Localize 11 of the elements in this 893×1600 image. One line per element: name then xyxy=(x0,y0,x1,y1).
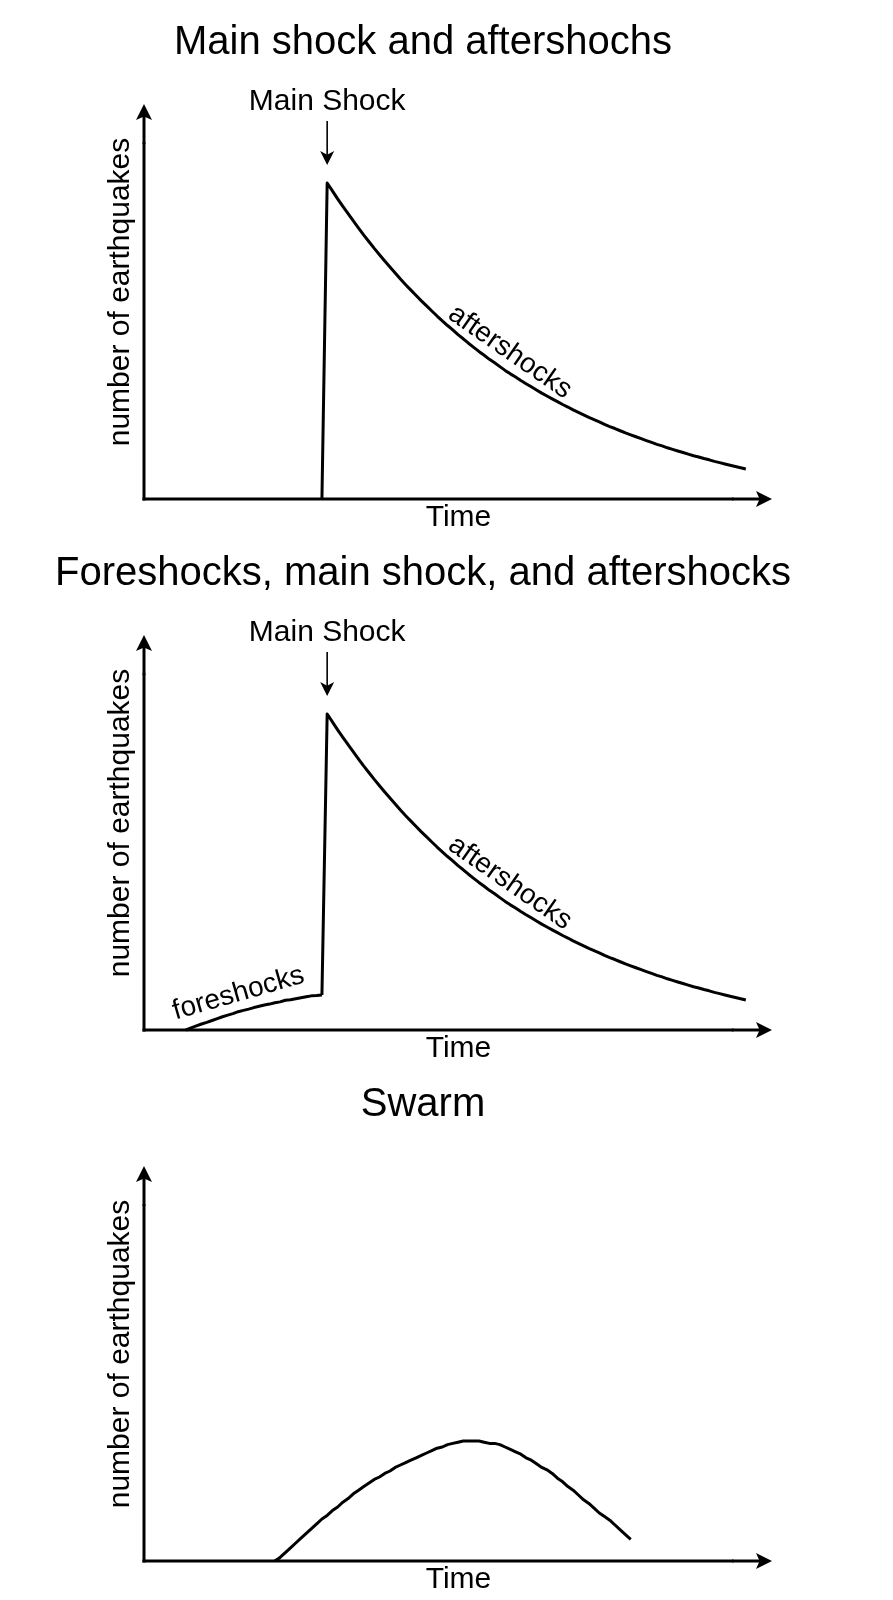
annotation: Main Shock xyxy=(248,614,407,647)
y-axis-title: number of earthquakes xyxy=(101,668,135,978)
y-axis-title: number of earthquakes xyxy=(101,137,135,447)
chart-title: Main shock and aftershochs xyxy=(173,18,673,62)
x-axis-title: Time xyxy=(425,498,492,532)
chart-title: Swarm xyxy=(360,1080,486,1124)
x-axis-title: Time xyxy=(425,1560,492,1594)
annotation: Main Shock xyxy=(248,83,407,116)
x-axis-title: Time xyxy=(425,1029,492,1063)
y-axis-title: number of earthquakes xyxy=(101,1199,135,1509)
chart-title: Foreshocks, main shock, and aftershocks xyxy=(55,549,791,593)
